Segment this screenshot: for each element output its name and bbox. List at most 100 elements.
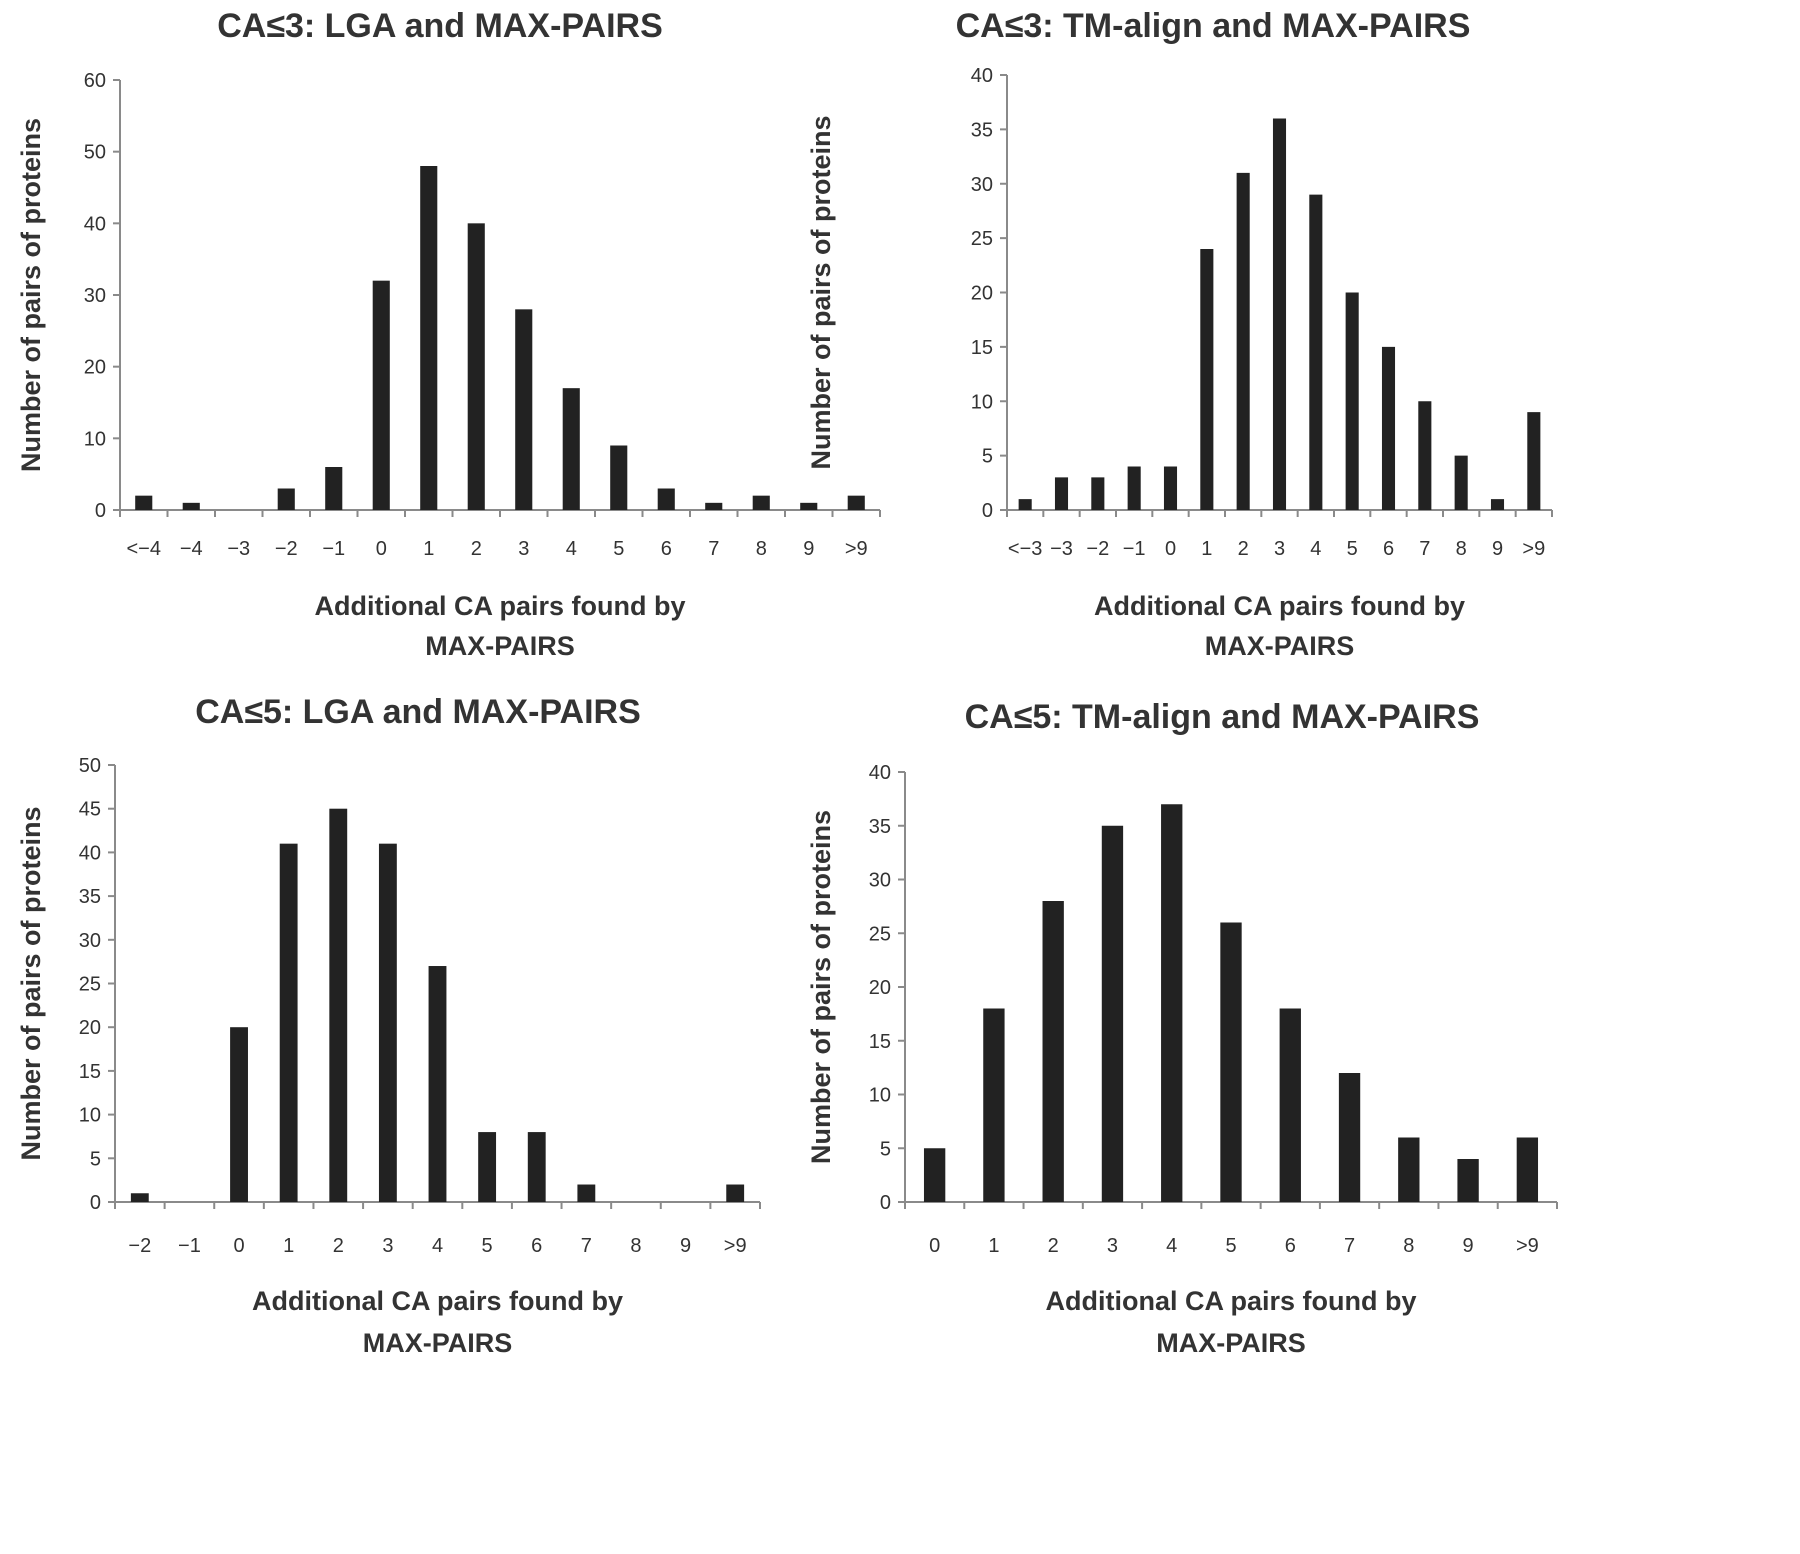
- y-tick-label: 20: [869, 977, 891, 999]
- y-tick-label: 30: [971, 174, 993, 196]
- bar: [610, 445, 628, 510]
- x-tick-label: −3: [1050, 538, 1073, 560]
- x-tick-label: 0: [929, 1235, 940, 1257]
- y-tick-label: 5: [880, 1138, 891, 1160]
- bar: [277, 488, 295, 510]
- bar: [1163, 466, 1178, 510]
- x-tick-label: 1: [1201, 538, 1212, 560]
- x-axis-label: Additional CA pairs found by: [252, 1286, 623, 1316]
- bar: [527, 1132, 546, 1202]
- x-tick-label: 5: [613, 538, 624, 560]
- x-tick-label: 6: [1383, 538, 1394, 560]
- y-tick-label: 35: [79, 886, 101, 908]
- bar: [1018, 499, 1032, 510]
- y-tick-label: 15: [869, 1031, 891, 1053]
- y-tick-label: 5: [90, 1148, 101, 1170]
- y-tick-label: 15: [971, 337, 993, 359]
- y-tick-label: 40: [79, 842, 101, 864]
- y-tick-label: 35: [869, 816, 891, 838]
- bar: [726, 1184, 745, 1202]
- y-tick-label: 20: [79, 1017, 101, 1039]
- y-tick-label: 60: [84, 70, 106, 92]
- bar: [325, 467, 343, 510]
- bar: [515, 309, 533, 510]
- bar: [562, 388, 580, 510]
- bar: [1279, 1008, 1301, 1202]
- x-axis-label: Additional CA pairs found by: [1046, 1286, 1417, 1316]
- y-axis-label: Number of pairs of proteins: [16, 806, 46, 1160]
- x-tick-label: 2: [333, 1235, 344, 1257]
- x-tick-label: 7: [1344, 1235, 1355, 1257]
- y-tick-label: 20: [971, 283, 993, 305]
- chart-svg: CA≤3: TM-align and MAX-PAIRS051015202530…: [806, 7, 1553, 661]
- y-tick-label: 40: [869, 762, 891, 784]
- bar: [1338, 1073, 1361, 1202]
- x-tick-label: −4: [180, 538, 203, 560]
- bar: [135, 495, 153, 510]
- chart-title: CA≤5: LGA and MAX-PAIRS: [195, 693, 641, 731]
- bar: [478, 1132, 497, 1202]
- bar: [1418, 401, 1432, 510]
- chart-svg: CA≤3: LGA and MAX-PAIRS0102030405060<−4−…: [16, 7, 881, 661]
- x-axis-label: Additional CA pairs found by: [315, 591, 686, 621]
- x-tick-label: 2: [471, 538, 482, 560]
- x-axis-label-line2: MAX-PAIRS: [363, 1328, 513, 1358]
- y-tick-label: 10: [869, 1085, 891, 1107]
- y-tick-label: 10: [84, 428, 106, 450]
- chart-svg: CA≤5: TM-align and MAX-PAIRS051015202530…: [806, 698, 1558, 1358]
- chart-panel-top-right: CA≤3: TM-align and MAX-PAIRS 0 5 10 15 20 25 30…: [806, 0, 1800, 777]
- x-axis-label-line2: MAX-PAIRS: [425, 631, 575, 661]
- x-tick-label: −3: [227, 538, 250, 560]
- x-axis-label-line2: MAX-PAIRS: [1156, 1328, 1306, 1358]
- x-tick-label: 6: [531, 1235, 542, 1257]
- y-tick-label: 15: [79, 1061, 101, 1083]
- bar: [1457, 1159, 1479, 1202]
- bar: [1516, 1137, 1539, 1202]
- x-tick-label: 3: [1274, 538, 1285, 560]
- x-tick-label: <−4: [127, 538, 161, 560]
- bar: [1454, 455, 1468, 510]
- bar: [1054, 477, 1069, 510]
- x-tick-label: 9: [680, 1235, 691, 1257]
- x-tick-label: 8: [630, 1235, 641, 1257]
- bar: [428, 966, 447, 1202]
- x-tick-label: >9: [845, 538, 868, 560]
- y-tick-label: 50: [84, 142, 106, 164]
- x-tick-label: 9: [803, 538, 814, 560]
- bar: [1381, 346, 1396, 510]
- bar: [1309, 194, 1323, 510]
- x-tick-label: 8: [756, 538, 767, 560]
- bar: [1091, 477, 1105, 510]
- x-tick-label: 7: [708, 538, 719, 560]
- x-tick-label: 5: [482, 1235, 493, 1257]
- x-tick-label: 1: [283, 1235, 294, 1257]
- x-tick-label: 3: [382, 1235, 393, 1257]
- y-tick-label: 30: [869, 870, 891, 892]
- bar: [1490, 499, 1505, 510]
- y-tick-label: 30: [79, 930, 101, 952]
- bar: [130, 1193, 149, 1202]
- bar: [1220, 922, 1242, 1202]
- y-tick-label: 0: [90, 1192, 101, 1214]
- x-tick-label: −2: [275, 538, 298, 560]
- chart-panel-bottom-left: CA≤5: LGA and MAX-PAIRS 0 5 10 15 20 25 30 35 40 4…: [0, 693, 900, 1554]
- x-tick-label: 6: [1285, 1235, 1296, 1257]
- y-tick-label: 20: [84, 357, 106, 379]
- x-tick-label: 2: [1048, 1235, 1059, 1257]
- x-tick-label: >9: [724, 1235, 747, 1257]
- bar: [372, 280, 390, 510]
- y-tick-label: 45: [79, 799, 101, 821]
- x-tick-label: 0: [376, 538, 387, 560]
- y-tick-label: 0: [880, 1192, 891, 1214]
- x-tick-label: 1: [423, 538, 434, 560]
- y-tick-label: 0: [95, 500, 106, 522]
- bar: [1042, 901, 1064, 1202]
- x-tick-label: 3: [1107, 1235, 1118, 1257]
- bar: [847, 495, 865, 510]
- bar: [279, 843, 298, 1202]
- bar: [657, 488, 675, 510]
- bar: [329, 808, 348, 1202]
- bar: [467, 223, 485, 511]
- y-tick-label: 40: [971, 65, 993, 87]
- x-tick-label: 4: [1310, 538, 1321, 560]
